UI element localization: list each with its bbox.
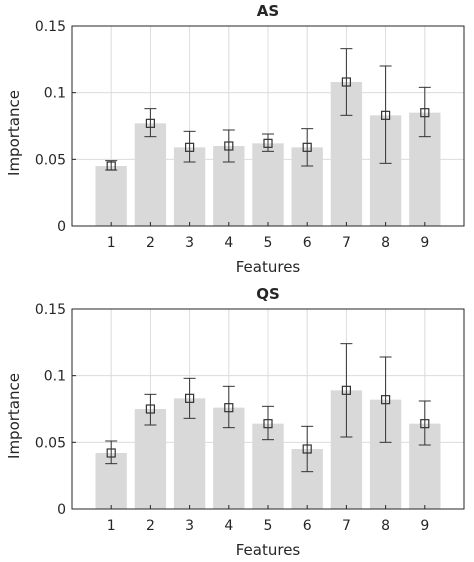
x-tick-label: 2 [146,518,155,534]
x-tick-label: 9 [420,235,429,251]
mean-marker [302,142,312,152]
y-tick-label: 0.15 [35,19,66,35]
x-tick-label: 9 [420,518,429,534]
mean-marker [224,403,234,413]
mean-marker [106,161,116,171]
y-tick-label: 0.05 [35,152,66,168]
y-tick-label: 0.1 [44,86,66,102]
x-tick-label: 5 [264,235,273,251]
mean-marker [381,395,391,405]
x-tick-label: 3 [185,235,194,251]
mean-marker [145,118,155,128]
panel-as: 0 0.05 0.1 0.15 1 2 3 4 5 6 7 8 9 AS Importance Feature… [5,2,465,276]
mean-marker [145,404,155,414]
x-tick-label: 4 [224,235,233,251]
x-tick-label: 5 [264,518,273,534]
x-tick-label: 7 [342,235,351,251]
bar-2 [134,409,167,509]
x-tick-label: 3 [185,518,194,534]
mean-marker [302,444,312,454]
mean-marker [263,419,273,429]
x-tick-label: 8 [381,518,390,534]
mean-marker [106,448,116,458]
y-tick-label: 0.1 [44,369,66,385]
mean-marker [341,385,351,395]
y-tick-label: 0 [57,219,66,235]
x-axis-label: Features [236,258,301,276]
y-axis-label: Importance [5,373,23,459]
x-tick-label: 1 [107,235,116,251]
y-tick-label: 0.05 [35,435,66,451]
mean-marker [420,419,430,429]
mean-marker [341,77,351,87]
x-tick-label: 7 [342,518,351,534]
x-tick-label: 6 [303,235,312,251]
x-tick-label: 6 [303,518,312,534]
bar-2 [134,123,167,226]
y-axis-label: Importance [5,90,23,176]
x-axis-label: Features [236,541,301,559]
bar-1 [95,166,127,226]
y-tick-label: 0.15 [35,302,66,318]
bar-5 [252,143,284,226]
x-tick-label: 8 [381,235,390,251]
mean-marker [224,141,234,151]
mean-marker [420,108,430,118]
x-tick-label: 1 [107,518,116,534]
mean-marker [381,110,391,120]
mean-marker [185,393,195,403]
mean-marker [263,138,273,148]
x-tick-label: 4 [224,518,233,534]
y-tick-label: 0 [57,502,66,518]
chart-title: AS [257,2,279,20]
chart-title: QS [256,285,280,303]
x-tick-label: 2 [146,235,155,251]
mean-marker [185,142,195,152]
panel-qs: 0 0.05 0.1 0.15 1 2 3 4 5 6 7 8 9 QS Importance Feature… [5,285,465,559]
